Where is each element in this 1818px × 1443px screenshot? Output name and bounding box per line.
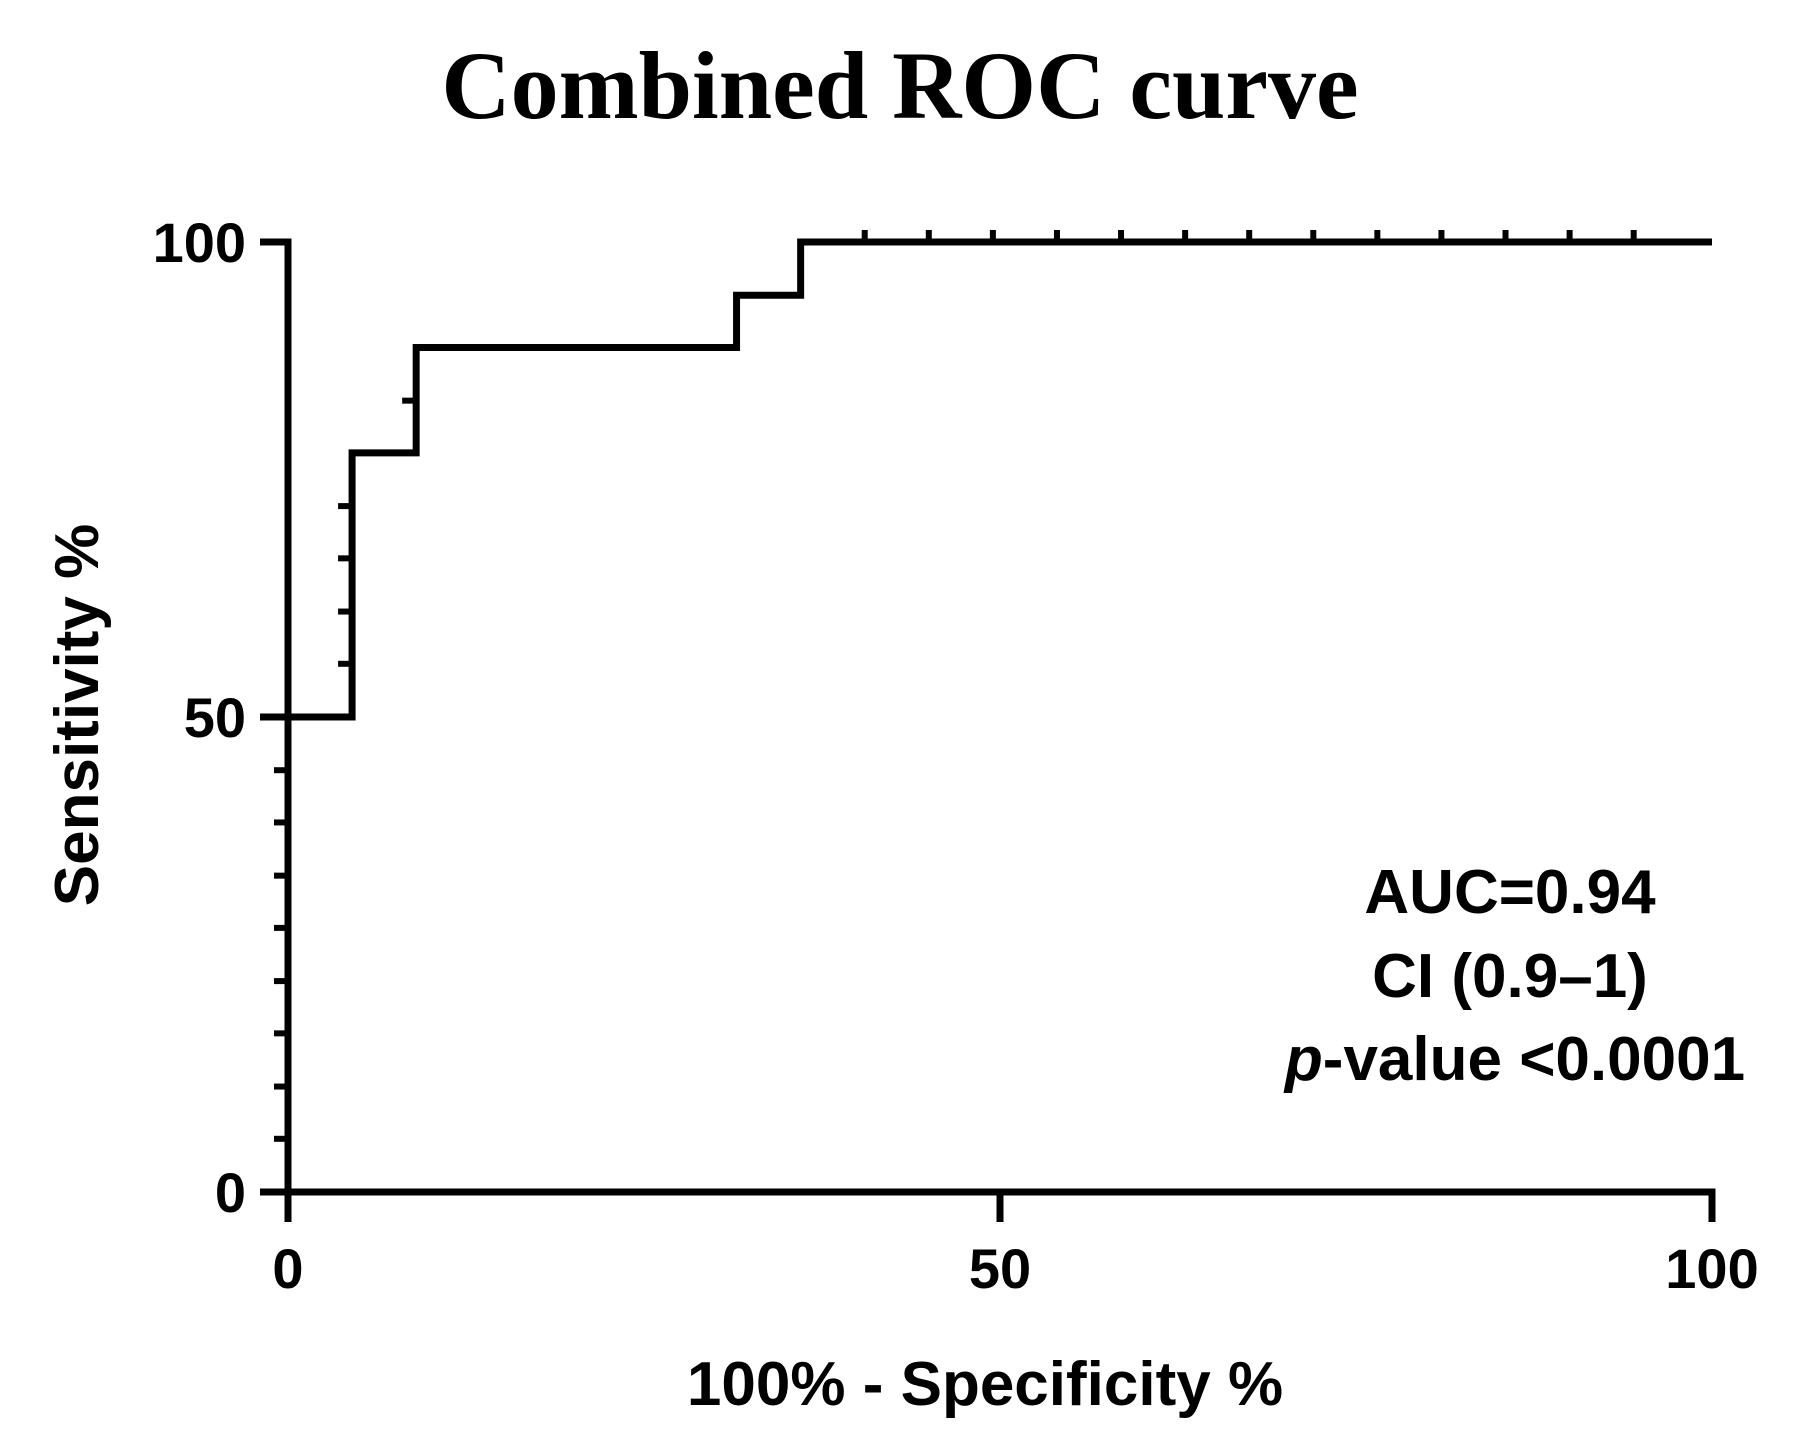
- ci-label: CI (0.9–1): [1372, 942, 1648, 1011]
- y-tick-label-0: 0: [215, 1161, 246, 1224]
- y-axis-label: Sensitivity %: [43, 524, 112, 906]
- y-tick-label-2: 100: [153, 211, 246, 274]
- roc-curve-line-0: [288, 238, 1712, 721]
- y-tick-label-1: 50: [184, 686, 246, 749]
- x-axis-label: 100% - Specificity %: [687, 1350, 1283, 1419]
- plot-area: 0 50 100 0 50 100: [153, 211, 1759, 1300]
- x-tick-label-1: 50: [969, 1237, 1031, 1300]
- x-tick-label-0: 0: [272, 1237, 303, 1300]
- p-value-rest: -value <0.0001: [1323, 1025, 1745, 1094]
- auc-label: AUC=0.94: [1364, 858, 1656, 927]
- chart-title: Combined ROC curve: [441, 32, 1358, 139]
- p-value-prefix: p: [1283, 1025, 1323, 1094]
- x-tick-label-2: 100: [1665, 1237, 1758, 1300]
- p-value-label: p-value <0.0001: [1283, 1025, 1745, 1094]
